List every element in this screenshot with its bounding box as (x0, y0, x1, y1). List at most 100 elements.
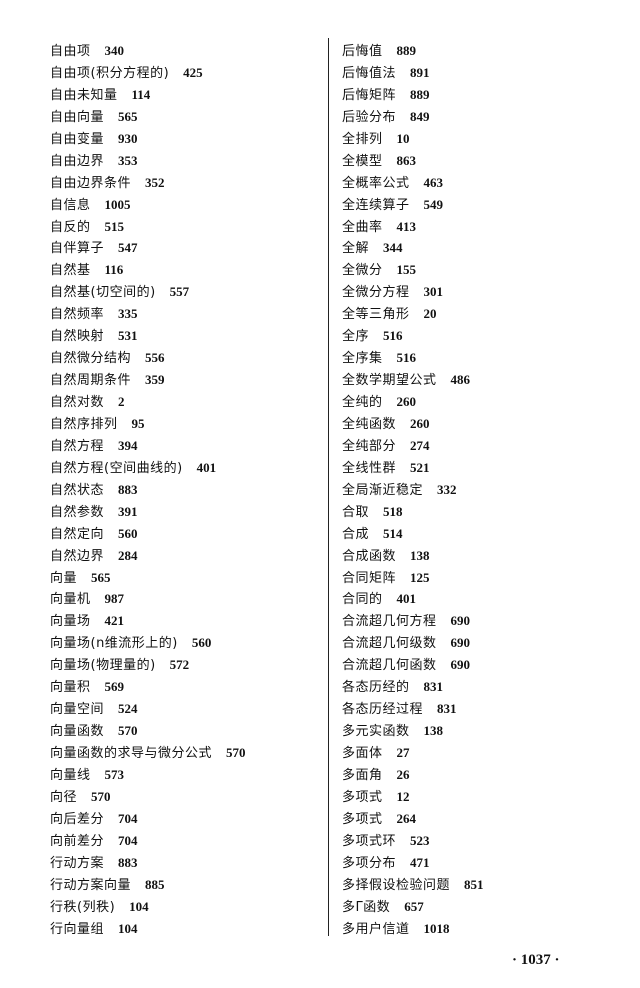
index-page-ref: 12 (396, 788, 410, 804)
index-entry: 全序 516 (342, 325, 484, 347)
index-entry: 多项式 12 (342, 786, 484, 808)
index-term: 全概率公式 (342, 175, 410, 191)
index-entry: 合同的 401 (342, 588, 484, 610)
index-page-ref: 114 (131, 86, 151, 102)
index-page-ref: 514 (383, 525, 403, 541)
index-term: 全序 (342, 329, 370, 345)
page-number: · 1037 · (512, 952, 560, 968)
index-page-ref: 987 (104, 591, 125, 607)
index-term: 全排列 (342, 131, 383, 147)
index-term: 多面角 (342, 767, 383, 783)
index-term: 后验分布 (342, 109, 397, 125)
index-entry: 自由边界条件 352 (50, 172, 246, 194)
index-page-ref: 521 (410, 459, 430, 475)
index-page-ref: 260 (410, 415, 430, 431)
index-term: 自信息 (50, 197, 91, 213)
index-term: 向量场 (50, 614, 91, 630)
index-page-ref: 831 (437, 701, 457, 717)
index-page-ref: 547 (118, 240, 138, 256)
index-page-ref: 531 (118, 328, 138, 344)
index-entry: 全等三角形 20 (342, 303, 484, 325)
index-page-ref: 20 (423, 306, 437, 322)
index-term: 向前差分 (50, 833, 105, 849)
index-entry: 全微分 155 (342, 259, 484, 281)
index-entry: 全序集 516 (342, 347, 484, 369)
index-entry: 合流超几何方程 690 (342, 610, 484, 632)
index-page-ref: 570 (118, 723, 138, 739)
index-entry: 各态历经过程 831 (342, 698, 484, 720)
index-term: 行动方案 (50, 855, 105, 871)
index-entry: 向量 565 (50, 567, 246, 589)
index-entry: 全线性群 521 (342, 457, 484, 479)
index-page-ref: 516 (396, 350, 417, 366)
index-term: 全序集 (342, 351, 383, 367)
index-term: 向量机 (50, 592, 91, 608)
index-entry: 自然频率 335 (50, 303, 246, 325)
index-term: 合取 (342, 504, 370, 520)
index-term: 后悔值法 (342, 65, 397, 81)
index-page-ref: 2 (118, 394, 125, 409)
index-term: 自由边界 (50, 153, 105, 169)
index-term: 多项式 (342, 789, 383, 805)
index-term: 自然状态 (50, 482, 105, 498)
index-term: 向量函数 (50, 724, 105, 740)
index-entry: 自然序排列 95 (50, 413, 246, 435)
index-entry: 多用户信道 1018 (342, 918, 484, 940)
index-page-ref: 359 (145, 372, 165, 388)
index-entry: 自由边界 353 (50, 150, 246, 172)
index-term: 自由项 (50, 44, 91, 59)
index-entry: 自由变量 930 (50, 128, 246, 150)
index-entry: 合流超几何级数 690 (342, 632, 484, 654)
index-term: 全曲率 (342, 219, 383, 235)
index-entry: 自然基 116 (50, 259, 246, 281)
index-term: 全微分方程 (342, 285, 410, 301)
index-term: 全模型 (342, 153, 383, 169)
index-entry: 向径 570 (50, 786, 246, 808)
index-term: 自由未知量 (50, 87, 118, 103)
index-entry: 向量函数的求导与微分公式 570 (50, 742, 246, 764)
index-page-ref: 515 (104, 218, 125, 234)
index-term: 向量积 (50, 680, 91, 696)
index-entry: 全模型 863 (342, 150, 484, 172)
index-term: 多择假设检验问题 (342, 877, 451, 893)
index-page-ref: 1018 (423, 920, 450, 936)
index-entry: 多择假设检验问题 851 (342, 874, 484, 896)
index-term: 自由向量 (50, 109, 105, 125)
index-term: 全等三角形 (342, 307, 410, 323)
index-entry: 多元实函数 138 (342, 720, 484, 742)
index-term: 向后差分 (50, 811, 105, 827)
index-entry: 自然周期条件 359 (50, 369, 246, 391)
index-term: 向量 (50, 570, 78, 586)
index-entry: 自然方程 394 (50, 435, 246, 457)
index-term: 自然基(切空间的) (50, 285, 156, 301)
index-page-ref: 889 (396, 43, 417, 58)
index-page-ref: 690 (450, 657, 471, 673)
index-entry: 全数学期望公式 486 (342, 369, 484, 391)
index-page-ref: 565 (91, 569, 111, 585)
index-entry: 全排列 10 (342, 128, 484, 150)
index-page-ref: 116 (104, 262, 124, 278)
index-page-ref: 556 (145, 350, 165, 366)
index-page-ref: 1005 (104, 196, 131, 212)
index-page-ref: 524 (118, 701, 138, 717)
index-term: 自然周期条件 (50, 373, 132, 389)
index-entry: 向量机 987 (50, 588, 246, 610)
index-page-ref: 284 (118, 547, 138, 563)
index-page-ref: 560 (118, 525, 138, 541)
index-entry: 自然基(切空间的) 557 (50, 281, 246, 303)
index-entry: 向量线 573 (50, 764, 246, 786)
index-entry: 自然状态 883 (50, 479, 246, 501)
index-page-ref: 690 (450, 613, 471, 629)
index-term: 自然方程(空间曲线的) (50, 460, 183, 476)
index-entry: 向量场(物理量的) 572 (50, 654, 246, 676)
index-page-ref: 471 (410, 854, 430, 870)
index-page-ref: 883 (118, 854, 138, 870)
index-term: 行秩(列秩) (50, 899, 116, 915)
index-page-ref: 391 (118, 503, 138, 519)
index-page-ref: 95 (131, 415, 145, 431)
index-entry: 全微分方程 301 (342, 281, 484, 303)
index-page-ref: 889 (410, 86, 430, 102)
index-term: 后悔矩阵 (342, 87, 397, 103)
index-term: 自然参数 (50, 504, 105, 520)
index-page-ref: 155 (396, 262, 417, 278)
